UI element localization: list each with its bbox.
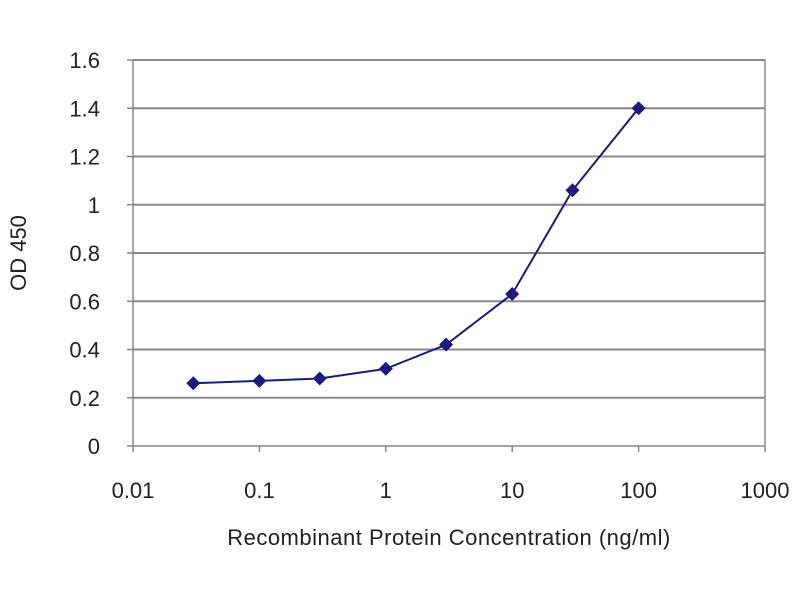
data-point-marker (186, 376, 201, 391)
y-tick-label: 1 (88, 193, 100, 218)
x-tick-label: 1 (380, 478, 392, 503)
x-tick-label: 1000 (741, 478, 790, 503)
y-axis-ticks: 0 0.2 0.4 0.6 0.8 1 1.2 1.4 1.6 (69, 48, 133, 459)
y-tick-label: 1.6 (69, 48, 100, 73)
data-point-marker (631, 101, 646, 116)
x-tick-label: 0.1 (244, 478, 275, 503)
data-point-marker (439, 337, 454, 352)
gridlines (133, 59, 765, 399)
data-point-marker (312, 371, 327, 386)
y-tick-label: 1.2 (69, 145, 100, 170)
series-line (193, 107, 640, 385)
data-point-marker (378, 361, 393, 376)
y-tick-label: 0.6 (69, 289, 100, 314)
y-tick-label: 0 (88, 434, 100, 459)
y-tick-label: 0.4 (69, 338, 100, 363)
x-tick-label: 0.01 (112, 478, 155, 503)
x-tick-label: 10 (500, 478, 524, 503)
data-point-marker (505, 287, 520, 302)
data-point-marker (252, 373, 267, 388)
x-axis-ticks: 0.01 0.1 1 10 100 1000 (112, 446, 790, 503)
data-point-marker (565, 183, 580, 198)
y-tick-label: 0.2 (69, 386, 100, 411)
x-tick-label: 100 (620, 478, 657, 503)
series-group (186, 101, 646, 391)
y-axis-label: OD 450 (6, 215, 31, 291)
x-axis-label: Recombinant Protein Concentration (ng/ml… (227, 525, 671, 550)
y-tick-label: 0.8 (69, 241, 100, 266)
y-tick-label: 1.4 (69, 96, 100, 121)
